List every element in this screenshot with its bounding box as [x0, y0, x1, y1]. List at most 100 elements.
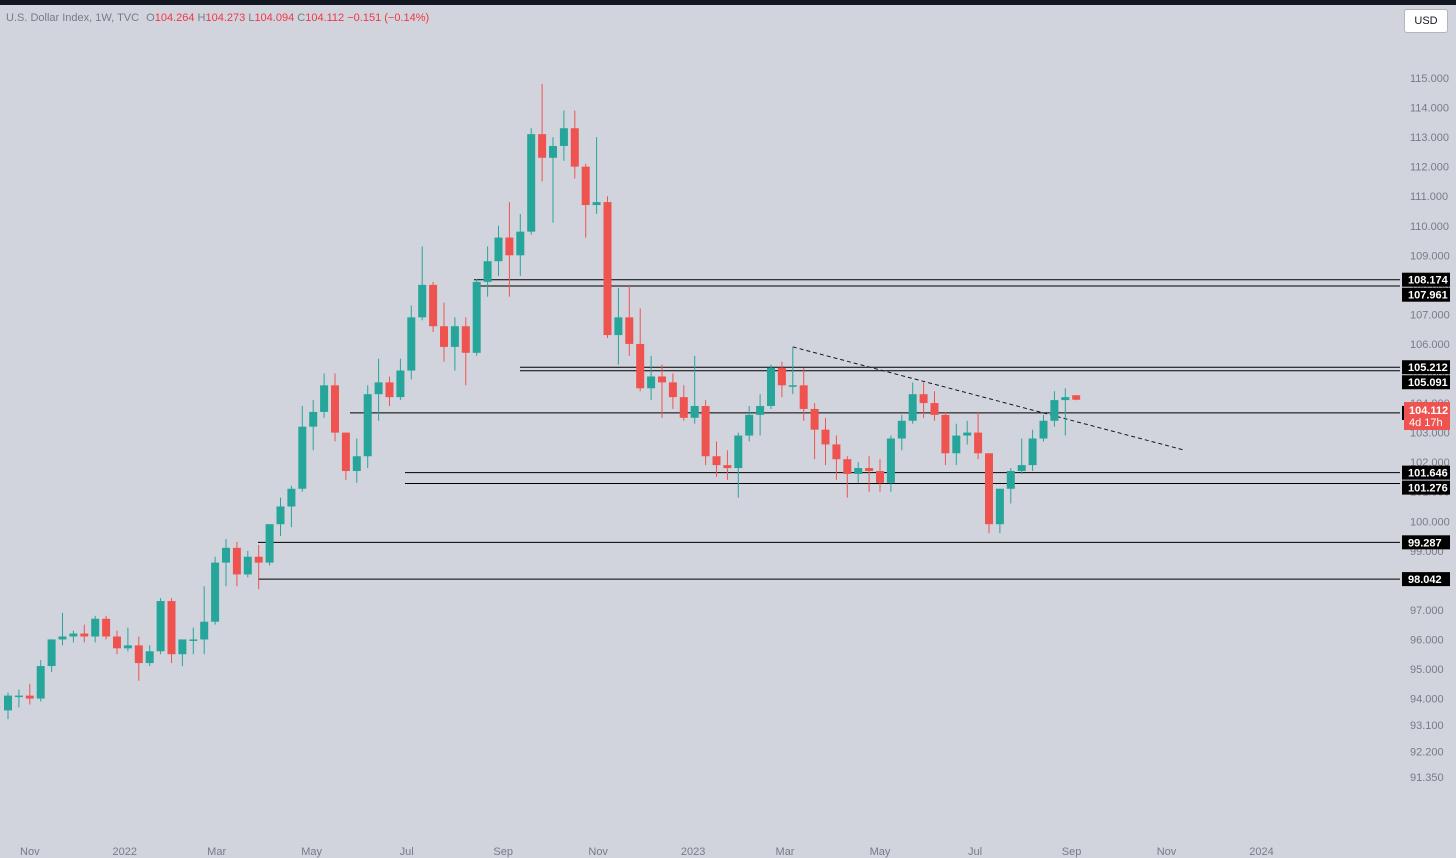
candle-body: [1061, 397, 1070, 401]
price-tick-label: 111.000: [1410, 191, 1448, 203]
level-tag-bg: [1402, 572, 1450, 587]
candle: [385, 376, 394, 407]
candle: [712, 441, 721, 477]
currency-button[interactable]: USD: [1404, 9, 1448, 33]
price-tick-label: 100.000: [1410, 516, 1450, 528]
candle-body: [440, 326, 448, 347]
candle: [756, 394, 765, 436]
price-tick-label: 106.000: [1410, 339, 1450, 351]
candle: [538, 83, 547, 182]
candle: [396, 358, 405, 401]
candle: [1006, 468, 1015, 504]
candle-body: [810, 408, 819, 430]
candle-body: [886, 438, 895, 483]
high-label: H: [197, 12, 206, 24]
candle-body: [505, 237, 514, 256]
candle-body: [123, 645, 132, 649]
candle-body: [91, 618, 100, 637]
candle: [843, 456, 852, 498]
countdown-text: 4d 17h: [1409, 417, 1443, 429]
candle: [908, 382, 917, 424]
level-tag-bg: [1402, 272, 1450, 287]
candle: [614, 287, 623, 365]
candle-body: [211, 562, 220, 622]
candlestick-chart[interactable]: 91.350 92.200 93.100 94.000 95.000 96.000 97.0…: [0, 5, 1456, 858]
candle-body: [178, 639, 187, 655]
trendline: [792, 346, 1186, 451]
candle-body: [320, 385, 329, 412]
candle: [363, 385, 372, 469]
candle: [854, 462, 863, 483]
candle-body: [25, 695, 34, 699]
candle-body: [897, 420, 906, 439]
candle-body: [4, 695, 12, 711]
candle: [461, 317, 470, 386]
candle-body: [995, 488, 1004, 525]
candle: [821, 417, 830, 466]
candle-body: [963, 432, 972, 436]
candle-body: [36, 666, 45, 699]
candle: [4, 692, 12, 720]
top-bar: [0, 0, 1456, 5]
candle-body: [298, 426, 307, 489]
candle-body: [658, 376, 666, 383]
candle-body: [341, 432, 350, 472]
price-tick-label: 95.000: [1410, 664, 1444, 676]
candle-body: [418, 284, 427, 318]
candles: [4, 83, 1081, 720]
candle-body: [941, 414, 950, 454]
candle-body: [625, 317, 634, 344]
price-tick-label: 96.000: [1410, 634, 1444, 646]
symbol-name: U.S. Dollar Index, 1W, TVC: [6, 12, 140, 24]
candle: [298, 406, 307, 492]
time-tick-label: Jul: [968, 846, 982, 858]
candle: [134, 636, 143, 681]
level-tag-label: 105.091: [1408, 377, 1448, 389]
time-axis[interactable]: Nov 2022 Mar May Jul Sep Nov 2023 Mar May Jul Sep No…: [20, 846, 1274, 858]
candle-body: [712, 456, 721, 466]
candle: [156, 598, 165, 655]
candle: [1017, 438, 1026, 474]
level-tag-bg: [1402, 360, 1450, 375]
candle: [777, 361, 786, 398]
candle-body: [756, 406, 765, 415]
candle: [145, 645, 154, 667]
candle: [189, 627, 198, 655]
symbol-legend: U.S. Dollar Index, 1W, TVC O104.264 H104…: [6, 12, 429, 24]
level-tag-label: 101.646: [1408, 468, 1448, 480]
current-price-tag: 104.112 4d 17h: [1404, 402, 1450, 430]
candle-body: [189, 639, 198, 641]
price-tick-label: 97.000: [1410, 605, 1444, 617]
candle: [211, 556, 220, 625]
trend-line[interactable]: [792, 346, 1186, 451]
candle: [788, 346, 797, 395]
candle-body: [701, 406, 710, 457]
candle-body: [799, 385, 808, 409]
candle-body: [832, 444, 841, 460]
candle: [1028, 429, 1037, 472]
level-tag-label: 98.042: [1408, 574, 1442, 586]
candle-body: [876, 471, 884, 483]
time-tick-label: Nov: [1157, 846, 1177, 858]
level-tag-bg: [1402, 465, 1450, 480]
candle: [352, 438, 361, 483]
candle-body: [549, 145, 557, 158]
candle: [865, 456, 874, 492]
price-tick-label: 93.100: [1410, 720, 1444, 732]
candle: [472, 278, 481, 356]
candle: [276, 497, 285, 537]
candle: [559, 110, 568, 161]
candle-body: [974, 432, 983, 454]
level-tag-label: 108.174: [1408, 275, 1449, 287]
candle-body: [134, 645, 143, 664]
candle: [647, 355, 656, 401]
high-value: 104.273: [205, 12, 246, 24]
change-value: −0.151 (−0.14%): [347, 12, 430, 24]
candle-body: [156, 601, 165, 652]
candle-body: [788, 385, 797, 387]
candle: [1072, 394, 1081, 401]
candle-body: [592, 202, 601, 206]
candle: [254, 544, 263, 590]
candle: [723, 450, 732, 480]
candle: [450, 317, 459, 371]
